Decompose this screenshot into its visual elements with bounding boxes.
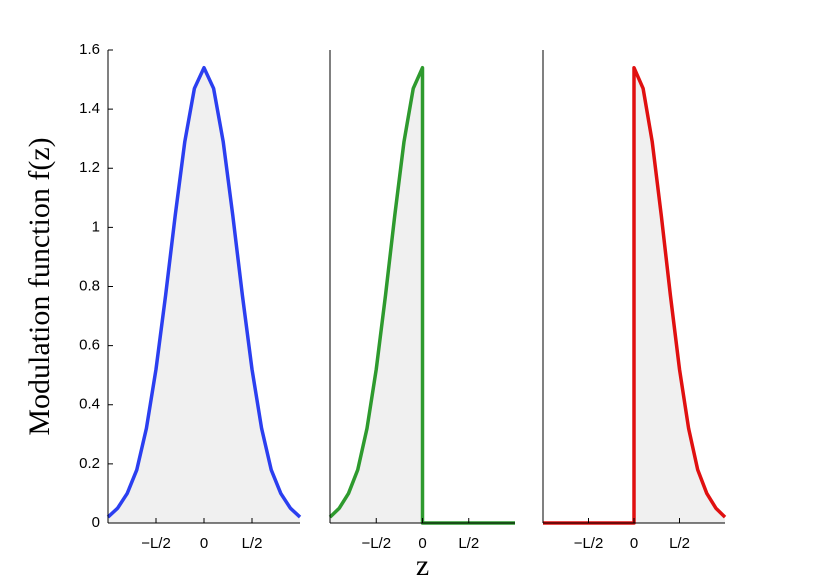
y-tick-label: 0.2 [79,455,100,472]
curve [543,65,727,525]
x-tick-label: 0 [200,535,208,552]
x-tick-label: L/2 [458,535,479,552]
x-tick-label: 0 [418,535,426,552]
y-tick-label: 0.4 [79,396,100,413]
area-fill [108,67,300,524]
y-tick-label: 1.6 [79,41,100,58]
x-axis-label: z [416,549,429,582]
y-tick-label: 0 [92,514,100,531]
y-tick-label: 0.8 [79,277,100,294]
x-tick-label: 0 [630,535,638,552]
y-tick-label: 1.2 [79,159,100,176]
y-tick-label: 1 [92,218,100,235]
x-tick-label: −L/2 [574,535,604,552]
y-tick-label: 1.4 [79,100,100,117]
x-tick-label: −L/2 [141,535,171,552]
y-axis-label: Modulation function f(z) [23,137,56,435]
x-tick-label: −L/2 [361,535,391,552]
x-tick-label: L/2 [242,535,263,552]
curve [106,65,302,519]
y-tick-label: 0.6 [79,337,100,354]
x-tick-label: L/2 [669,535,690,552]
curve [328,65,515,525]
